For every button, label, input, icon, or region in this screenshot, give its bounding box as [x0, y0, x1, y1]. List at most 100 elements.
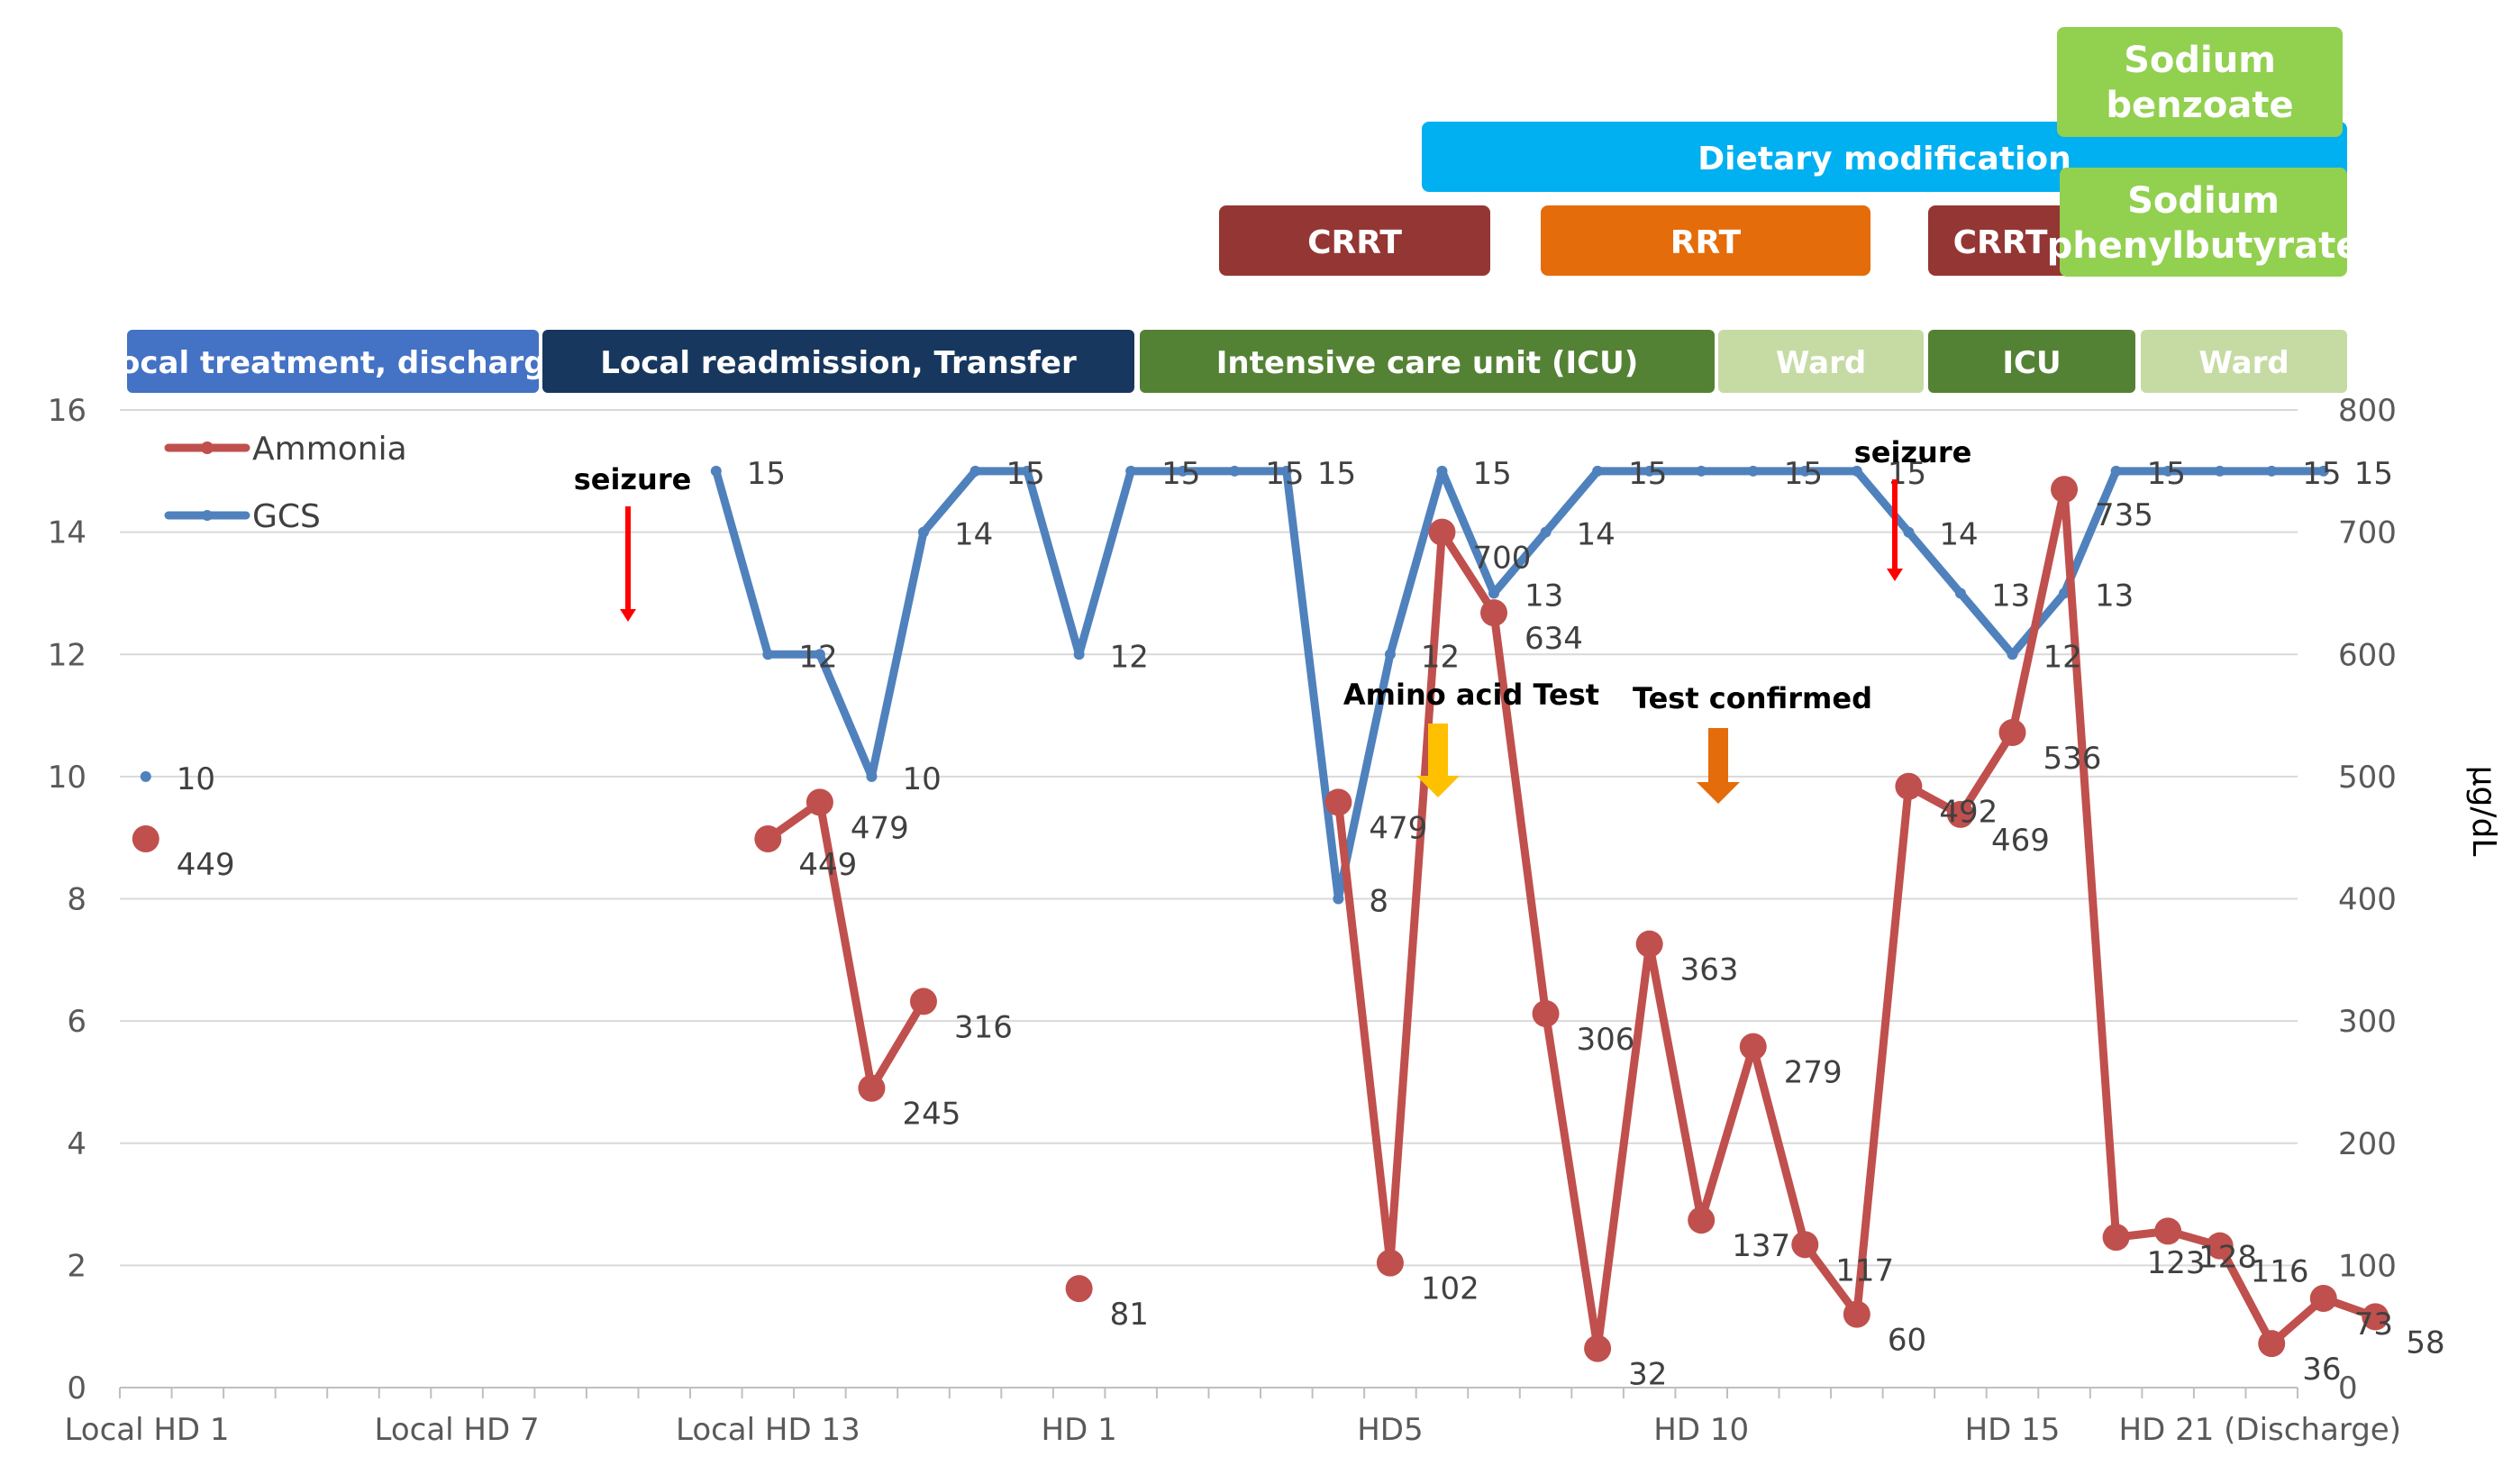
data-label-gcs: 13 — [1991, 578, 2030, 614]
annotation-arrow — [1416, 724, 1460, 797]
location-band — [542, 330, 1134, 393]
data-point-ammonia — [2051, 476, 2079, 504]
data-point-ammonia — [2258, 1330, 2286, 1358]
data-point-ammonia — [1688, 1206, 1716, 1234]
data-point-gcs — [1954, 587, 1966, 599]
legend-label: GCS — [252, 498, 321, 535]
y-left-tick-label: 6 — [67, 1004, 86, 1040]
data-point-gcs — [2007, 649, 2018, 660]
data-point-gcs — [1799, 465, 1811, 477]
y-left-tick-label: 0 — [67, 1370, 86, 1407]
data-point-ammonia — [909, 988, 937, 1015]
location-band-label: Local treatment, discharge — [99, 345, 566, 381]
y-left-tick-label: 4 — [67, 1126, 86, 1162]
data-label-ammonia: 58 — [2406, 1325, 2444, 1361]
data-point-ammonia — [1532, 999, 1560, 1027]
data-point-gcs — [1022, 465, 1033, 477]
y-right-tick-label: 0 — [2338, 1370, 2358, 1407]
data-point-gcs — [866, 770, 878, 782]
data-point-gcs — [1384, 649, 1396, 660]
treatment-bar — [2057, 27, 2343, 137]
x-tick-label: HD 21 (Discharge) — [2119, 1412, 2401, 1448]
data-label-gcs: 15 — [1317, 456, 1356, 492]
data-label-ammonia: 536 — [2043, 741, 2101, 777]
treatment-bar-label: CRRT — [1953, 224, 2048, 261]
location-band — [1140, 330, 1715, 393]
data-label-ammonia: 32 — [1628, 1357, 1667, 1393]
location-band — [1718, 330, 1924, 393]
data-label-gcs: 10 — [902, 761, 941, 797]
data-point-ammonia — [1324, 788, 1352, 816]
treatment-bars: Dietary modification CRRT RRT CRRT Sodium ben… — [1219, 27, 2360, 277]
data-label-ammonia: 634 — [1525, 621, 1583, 657]
data-point-gcs — [1125, 465, 1137, 477]
grid-lines — [120, 409, 2298, 1267]
data-point-ammonia — [1998, 719, 2026, 747]
data-label-ammonia: 137 — [1732, 1228, 1790, 1264]
treatment-bar-label: Sodium benzoate — [2106, 40, 2293, 126]
data-point-gcs — [917, 526, 929, 538]
location-band-label: ICU — [2002, 345, 2061, 381]
data-label-gcs: 15 — [1006, 456, 1045, 492]
data-point-gcs — [1177, 465, 1188, 477]
data-point-gcs — [1643, 465, 1655, 477]
series-layer — [132, 465, 2389, 1362]
data-label-ammonia: 479 — [1369, 810, 1427, 846]
data-point-ammonia — [858, 1074, 886, 1102]
location-band — [2141, 330, 2347, 393]
data-point-ammonia — [1843, 1300, 1870, 1328]
x-tick-label: HD 10 — [1653, 1412, 1749, 1448]
data-label-ammonia: 279 — [1784, 1055, 1843, 1091]
treatment-bar-label: RRT — [1670, 224, 1742, 261]
data-label-ammonia: 479 — [851, 810, 909, 846]
y-left-tick-label: 10 — [48, 760, 86, 796]
y-right-tick-label: 300 — [2338, 1004, 2397, 1040]
data-label-ammonia: 363 — [1680, 952, 1739, 988]
y-left-tick-label: 14 — [48, 515, 86, 551]
annotation-label: seizure — [574, 462, 692, 496]
data-point-gcs — [1747, 465, 1759, 477]
treatment-bar — [1928, 205, 2072, 276]
location-bands: Local treatment, discharge Local readmiss… — [99, 330, 2347, 393]
data-label-gcs: 15 — [1628, 456, 1667, 492]
location-band-label: Local readmission, Transfer — [600, 345, 1077, 381]
location-band-label: Ward — [1776, 345, 1866, 381]
data-point-ammonia — [1584, 1334, 1612, 1362]
data-point-ammonia — [1739, 1033, 1767, 1061]
data-point-ammonia — [806, 788, 833, 816]
annotation-arrow — [1887, 479, 1903, 581]
data-point-gcs — [1696, 465, 1707, 477]
data-label-gcs: 14 — [1939, 517, 1978, 553]
data-label-gcs: 10 — [177, 761, 215, 797]
y-right-tick-label: 200 — [2338, 1126, 2397, 1162]
data-point-gcs — [814, 649, 825, 660]
data-label-ammonia: 73 — [2354, 1306, 2393, 1343]
data-label-gcs: 15 — [1265, 456, 1304, 492]
legend: Ammonia GCS — [164, 431, 407, 535]
data-point-ammonia — [1376, 1249, 1404, 1277]
x-tick-label: Local HD 7 — [374, 1412, 539, 1448]
data-point-gcs — [2162, 465, 2174, 477]
y-left-tick-label: 12 — [48, 637, 86, 673]
data-label-ammonia: 102 — [1421, 1271, 1479, 1307]
data-label-gcs: 14 — [1577, 517, 1616, 553]
data-point-ammonia — [754, 825, 782, 853]
data-label-ammonia: 60 — [1888, 1323, 1926, 1359]
data-label-gcs: 13 — [1525, 578, 1563, 614]
treatment-bar-label: Dietary modification — [1697, 141, 2071, 178]
y-right-tick-label: 100 — [2338, 1248, 2397, 1284]
data-point-gcs — [1592, 465, 1604, 477]
data-point-gcs — [140, 770, 151, 782]
data-label-ammonia: 245 — [902, 1097, 960, 1133]
x-tick-label: HD 15 — [1965, 1412, 2061, 1448]
data-label-ammonia: 700 — [1472, 541, 1531, 577]
data-point-gcs — [1851, 465, 1862, 477]
data-point-ammonia — [2309, 1284, 2337, 1312]
data-label-gcs: 15 — [747, 456, 786, 492]
data-point-ammonia — [1635, 930, 1663, 958]
data-point-ammonia — [2206, 1232, 2234, 1260]
data-point-ammonia — [2154, 1217, 2182, 1245]
data-point-gcs — [2266, 465, 2278, 477]
data-label-ammonia: 469 — [1991, 823, 2050, 859]
